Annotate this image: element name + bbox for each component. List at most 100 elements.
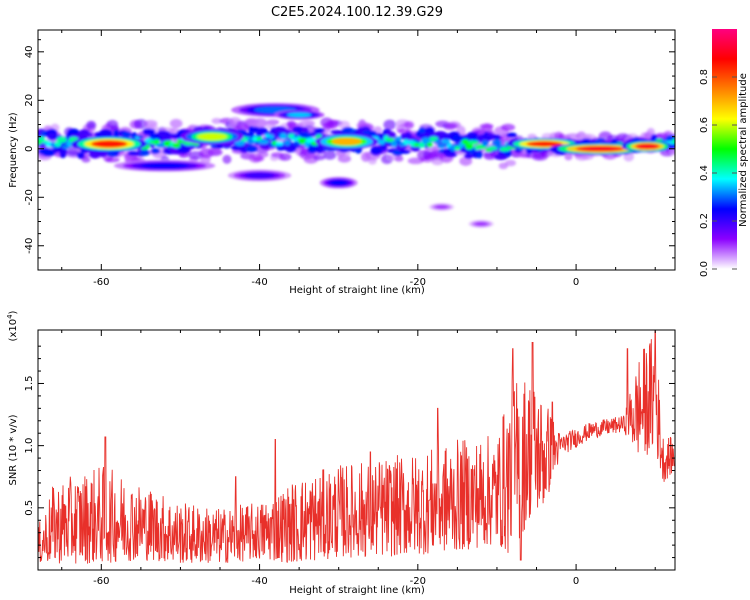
- spectrogram-x-tick-label: 0: [573, 277, 579, 288]
- figure-title: C2E5.2024.100.12.39.G29: [271, 5, 443, 20]
- spectrogram-cell: [390, 140, 398, 148]
- spectrogram-marks: [38, 103, 675, 228]
- snr-frame: [37, 329, 676, 571]
- spectrogram-cell: [67, 128, 80, 137]
- spectrogram-cell: [105, 157, 120, 163]
- spectrogram-y-tick-label: 40: [24, 45, 35, 58]
- spectrogram-cell: [493, 134, 501, 141]
- spectrogram-blob: [244, 172, 275, 179]
- spectrogram-cell: [268, 134, 274, 140]
- spectrogram-x-label: Height of straight line (km): [289, 285, 425, 296]
- snr-x-tick-label: -20: [410, 576, 426, 587]
- spectrogram-blob: [197, 132, 228, 141]
- spectrogram-cell: [398, 149, 411, 154]
- spectrogram-y-tick-label: -40: [24, 238, 35, 254]
- spectrogram-cell: [426, 142, 433, 148]
- spectrogram-cell: [407, 157, 424, 165]
- spectrogram-cell: [275, 141, 284, 146]
- snr-x-tick-label: -60: [93, 576, 109, 587]
- spectrogram-cell: [501, 123, 516, 131]
- spectrogram-ticks: -60 -40 -20 0 -40 -20 0 20 40: [24, 30, 675, 288]
- spectrogram-cell: [461, 139, 470, 145]
- spectrogram-cell: [459, 156, 473, 166]
- spectrogram-y-tick-label: -20: [24, 189, 35, 205]
- snr-ticks: -60 -40 -20 0 0.5 1.0 1.5: [24, 330, 675, 587]
- spectrogram-cell: [257, 151, 269, 158]
- spectrogram-y-label: Frequency (Hz): [8, 112, 19, 188]
- colorbar-tick-label: 0.4: [699, 165, 710, 181]
- snr-x-tick-label: 0: [573, 576, 579, 587]
- spectrogram-cell: [445, 122, 458, 129]
- colorbar-tick-label: 0.0: [699, 261, 710, 277]
- spectrogram-y-tick-label: 0: [24, 146, 35, 152]
- spectrogram-blob: [329, 179, 348, 186]
- colorbar-label: Normalized spectral amplitude: [738, 73, 749, 227]
- spectrogram-cell: [41, 148, 56, 157]
- spectrogram-cell: [38, 136, 45, 142]
- spectrogram-cell: [278, 153, 292, 161]
- spectrogram-cell: [467, 140, 479, 145]
- spectrogram-cell: [437, 143, 446, 149]
- spectrogram-cell: [313, 154, 326, 161]
- spectrogram-cell: [418, 127, 427, 134]
- spectrogram-cell: [264, 133, 271, 138]
- spectrogram-cell: [208, 146, 222, 156]
- spectrogram-band: [38, 103, 675, 228]
- spectrogram-blob: [575, 146, 624, 152]
- spectrogram-cell: [385, 137, 395, 143]
- spectrogram-cell: [222, 154, 232, 164]
- spectrogram-cell: [258, 139, 269, 145]
- spectrogram-cell: [252, 118, 267, 130]
- spectrogram-cell: [434, 139, 441, 144]
- colorbar: 0.0 0.2 0.4 0.6 0.8 Normalized spectral ampl…: [699, 29, 749, 277]
- spectrogram-panel: -60 -40 -20 0 -40 -20 0 20 40 Height of straight…: [8, 29, 676, 296]
- spectrogram-cell: [323, 150, 337, 160]
- spectrogram-cell: [86, 120, 97, 130]
- spectrogram-blob: [331, 137, 362, 146]
- spectrogram-cell: [454, 145, 461, 151]
- spectrogram-cell: [58, 147, 67, 156]
- spectrogram-cell: [61, 144, 70, 149]
- spectrogram-cell: [506, 132, 517, 138]
- spectrogram-cell: [383, 119, 396, 130]
- spectrogram-cell: [76, 152, 85, 159]
- spectrogram-cell: [499, 147, 511, 152]
- colorbar-tick-label: 0.8: [699, 69, 710, 85]
- spectrogram-cell: [441, 139, 451, 144]
- spectrogram-cell: [394, 136, 402, 142]
- spectrogram-blob: [287, 112, 312, 118]
- snr-x-label: Height of straight line (km): [289, 585, 425, 596]
- snr-y-tick-label: 0.5: [24, 500, 35, 516]
- snr-y-tick-label: 1.0: [24, 438, 35, 454]
- spectrogram-cell: [81, 156, 91, 163]
- snr-x-tick-label: -40: [251, 576, 267, 587]
- colorbar-tick-label: 0.2: [699, 213, 710, 229]
- spectrogram-cell: [304, 120, 315, 127]
- spectrogram-cell: [169, 118, 183, 129]
- spectrogram-cell: [82, 132, 94, 137]
- snr-marks: [38, 330, 675, 564]
- spectrogram-cell: [527, 133, 537, 140]
- spectrogram-blob: [526, 141, 563, 147]
- spectrogram-cell: [424, 127, 435, 135]
- spectrogram-cell: [370, 146, 382, 155]
- spectrogram-cell: [313, 128, 326, 133]
- spectrogram-x-tick-label: -60: [93, 277, 109, 288]
- snr-y-scale-label: (x104): [6, 310, 19, 341]
- spectrogram-cell: [172, 142, 181, 148]
- spectrogram-cell: [476, 149, 483, 159]
- spectrogram-cell: [464, 153, 474, 159]
- spectrogram-cell: [394, 156, 404, 162]
- spectrogram-cell: [287, 133, 295, 139]
- spectrogram-cell: [564, 152, 573, 161]
- spectrogram-cell: [330, 129, 345, 134]
- spectrogram-cell: [379, 139, 385, 145]
- spectrogram-frame: [37, 29, 676, 271]
- colorbar-ticks: 0.0 0.2 0.4 0.6 0.8: [699, 69, 737, 277]
- spectrogram-cell: [444, 152, 458, 158]
- spectrogram-cell: [133, 119, 148, 130]
- spectrogram-cell: [487, 146, 499, 150]
- spectrogram-cell: [131, 134, 144, 140]
- spectrogram-blob: [140, 162, 189, 169]
